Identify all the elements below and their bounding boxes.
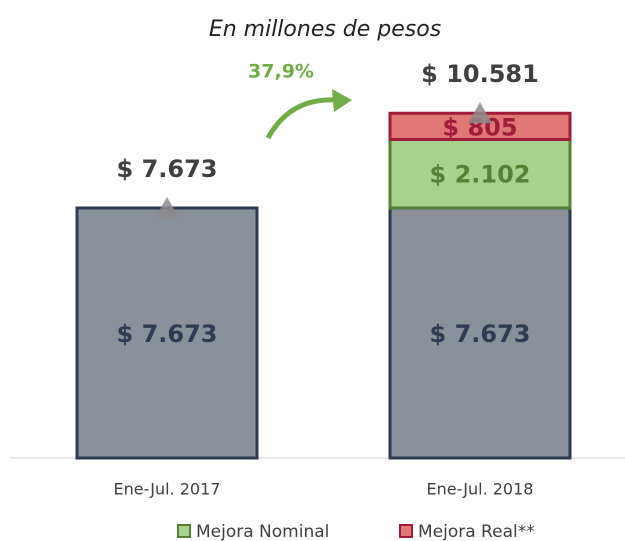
- bar-segment: [388, 137, 572, 210]
- legend-label: Mejora Real**: [418, 522, 535, 541]
- total-label: $ 7.673: [117, 155, 218, 183]
- growth-label: 37,9%: [248, 61, 314, 83]
- growth-arrow: [265, 97, 336, 140]
- growth-arrowhead: [332, 89, 352, 112]
- bar-segment: [75, 206, 259, 460]
- total-label: $ 10.581: [421, 60, 539, 88]
- x-tick-label: Ene-Jul. 2018: [427, 480, 534, 499]
- total-marker: [468, 102, 492, 124]
- value-label: $ 2.102: [430, 161, 531, 189]
- legend-swatch: [399, 524, 413, 538]
- legend-swatch: [177, 524, 191, 538]
- x-tick-label: Ene-Jul. 2017: [114, 480, 221, 499]
- value-label: $ 7.673: [117, 320, 218, 348]
- value-label: $ 7.673: [430, 320, 531, 348]
- legend-label: Mejora Nominal: [196, 522, 329, 541]
- chart-title: En millones de pesos: [209, 17, 441, 42]
- total-marker: [155, 196, 179, 218]
